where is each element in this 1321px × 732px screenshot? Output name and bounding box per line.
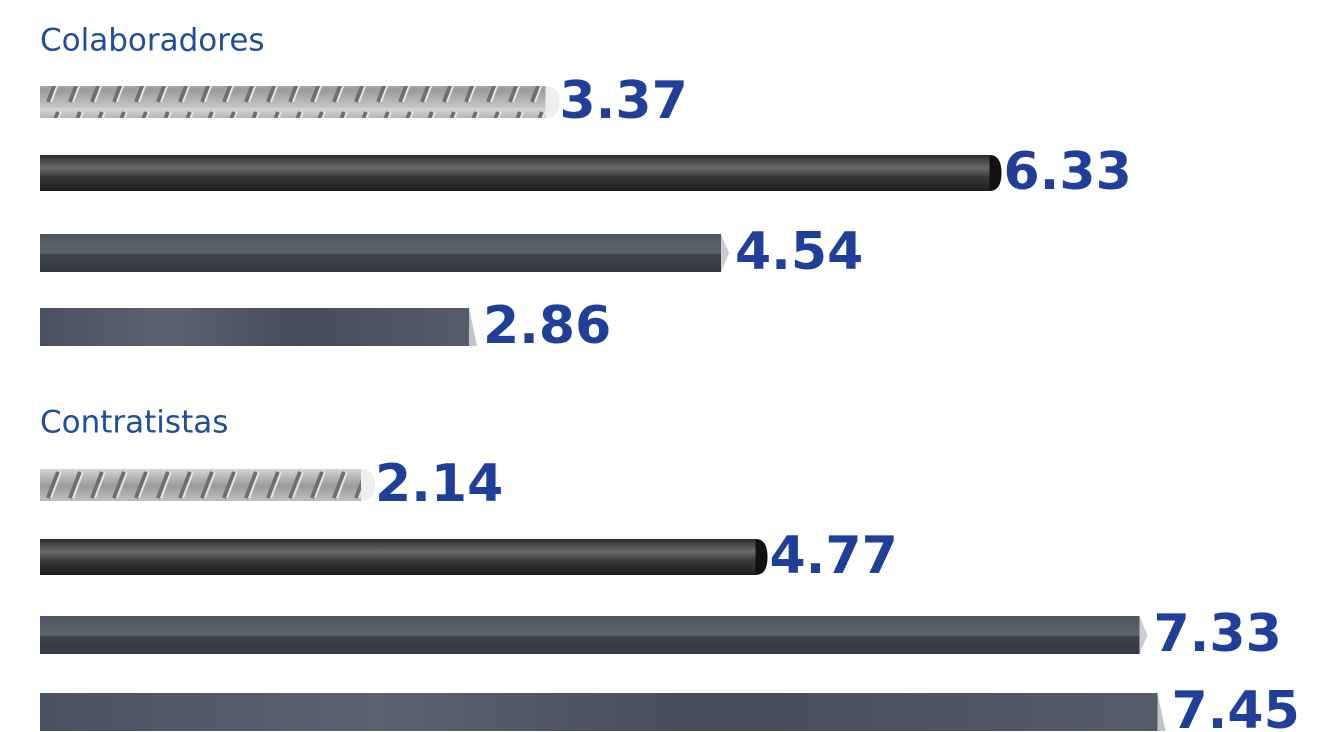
bar xyxy=(40,155,990,191)
bar-end-cap xyxy=(469,308,477,346)
bar-end-cap xyxy=(755,539,768,575)
bar xyxy=(40,469,361,501)
bar xyxy=(40,234,721,272)
value-label: 6.33 xyxy=(1004,142,1132,202)
bar xyxy=(40,308,469,346)
value-label: 2.86 xyxy=(483,296,611,356)
group-title: Colaboradores xyxy=(40,23,265,59)
bar-end-cap xyxy=(1139,616,1148,654)
bar xyxy=(40,616,1140,654)
value-label: 2.14 xyxy=(375,454,503,514)
bar-end-cap xyxy=(361,469,375,501)
bar-end-cap xyxy=(1157,693,1166,731)
value-label: 7.45 xyxy=(1172,681,1300,732)
bar-end-cap xyxy=(721,234,729,272)
bar xyxy=(40,539,756,575)
bar-end-cap xyxy=(989,155,1002,191)
bar xyxy=(40,693,1158,731)
bar-end-cap xyxy=(545,86,560,118)
group-title: Contratistas xyxy=(40,405,228,441)
value-label: 7.33 xyxy=(1154,604,1282,664)
value-label: 4.54 xyxy=(735,222,863,282)
bar xyxy=(40,86,546,118)
value-label: 4.77 xyxy=(770,526,898,586)
value-label: 3.37 xyxy=(560,71,688,131)
